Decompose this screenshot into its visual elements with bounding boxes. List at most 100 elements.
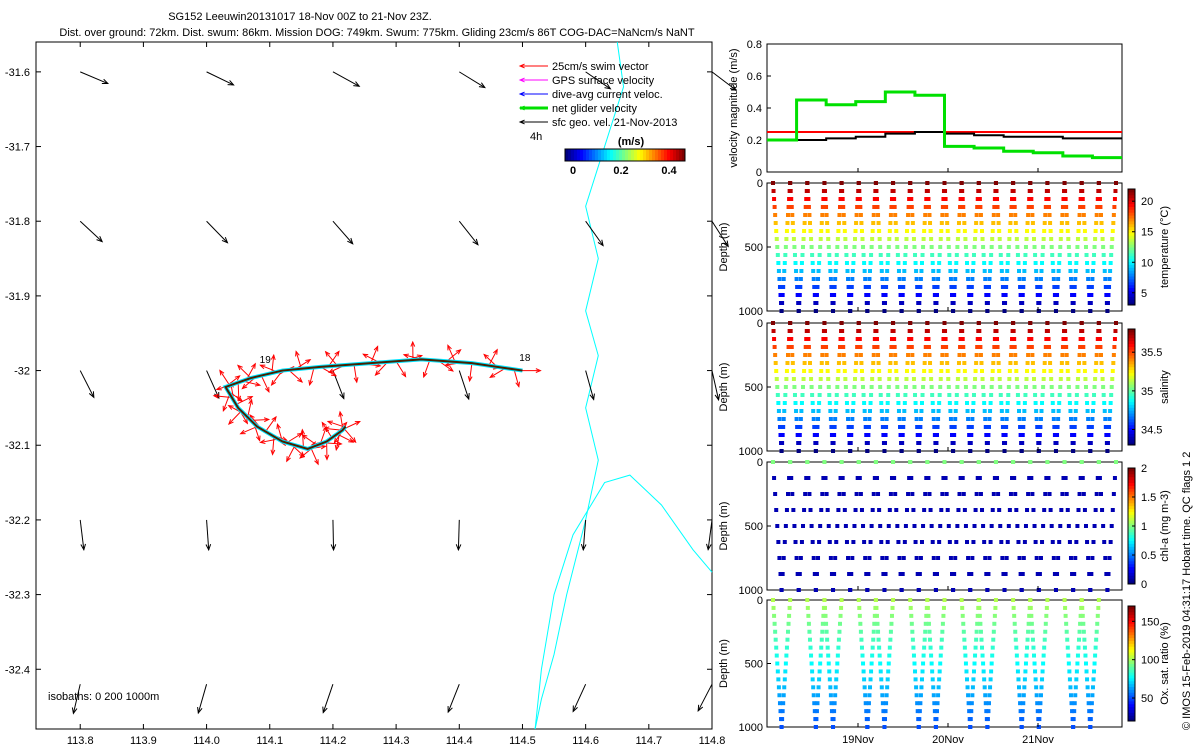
- current-vector-shaft: [711, 370, 720, 400]
- temperature-point: [961, 213, 966, 217]
- chl-point: [1053, 588, 1058, 592]
- chl-ylabel: Depth (m): [718, 502, 730, 551]
- oxygen-point: [837, 621, 842, 626]
- oxygen-point: [772, 621, 777, 626]
- chl-point: [1018, 572, 1023, 576]
- salinity-point: [1086, 425, 1091, 429]
- chl-point: [874, 476, 879, 480]
- salinity-point: [821, 337, 826, 341]
- chl-point: [954, 540, 959, 544]
- salinity-point: [1028, 329, 1033, 333]
- temperature-point: [846, 277, 851, 281]
- figure-subtitle: Dist. over ground: 72km. Dist. swum: 86k…: [59, 27, 695, 39]
- temperature-point: [955, 237, 960, 241]
- temperature-point: [884, 277, 889, 281]
- oxygen-point: [1039, 685, 1044, 690]
- temperature-point: [1004, 277, 1009, 281]
- temperature-point: [876, 221, 881, 225]
- temperature-colorbar-label: temperature (°C): [1159, 206, 1171, 288]
- salinity-point: [853, 369, 858, 373]
- current-vector: [572, 683, 587, 713]
- oxygen-point: [1089, 701, 1094, 706]
- temperature-point: [877, 229, 882, 233]
- temperature-point: [1022, 269, 1027, 273]
- chl-point: [780, 572, 785, 576]
- oxygen-point: [1076, 645, 1081, 650]
- chl-point: [775, 524, 780, 528]
- temperature-point: [990, 237, 995, 241]
- oxygen-point: [1072, 701, 1077, 706]
- salinity-point: [947, 393, 952, 397]
- oxygen-point: [836, 637, 841, 642]
- salinity-point: [840, 329, 845, 333]
- oxygen-point: [936, 693, 941, 698]
- chl-point: [792, 524, 797, 528]
- salinity-point: [877, 377, 882, 381]
- current-vector: [330, 519, 337, 552]
- salinity-point: [790, 353, 795, 357]
- salinity-point: [968, 449, 973, 453]
- chl-point: [995, 476, 1000, 480]
- glider-track: [224, 358, 523, 451]
- salinity-point: [791, 377, 796, 381]
- salinity-point: [865, 449, 870, 453]
- oxygen-point: [933, 725, 938, 729]
- current-vector-head: [339, 392, 345, 400]
- swim-vector-head: [255, 435, 261, 442]
- temperature-point: [1097, 197, 1102, 201]
- salinity-point: [829, 425, 834, 429]
- salinity-point: [946, 385, 951, 389]
- oxygen-colorbar-cell: [1128, 660, 1135, 664]
- salinity-point: [1040, 393, 1045, 397]
- chl-point: [858, 492, 863, 496]
- temperature-point: [1065, 221, 1070, 225]
- temperature-point: [994, 189, 999, 193]
- temperature-point: [907, 197, 912, 201]
- oxygen-point: [981, 669, 986, 674]
- chl-point: [1030, 492, 1035, 496]
- swim-vector-shaft: [265, 416, 277, 432]
- chl-point: [1032, 524, 1037, 528]
- temperature-point: [1098, 205, 1103, 209]
- chl-colorbar-cell: [1128, 572, 1135, 576]
- oxygen-point: [891, 598, 896, 602]
- chl-frame: [766, 461, 1123, 591]
- oxygen-point: [820, 629, 825, 634]
- salinity-point: [993, 321, 998, 325]
- oxygen-point: [1085, 685, 1090, 690]
- oxygen-colorbar-cell: [1128, 657, 1135, 662]
- salinity-point: [1049, 385, 1054, 389]
- oxygen-point: [1088, 725, 1093, 729]
- oxygen-point: [772, 613, 777, 618]
- temperature-point: [965, 261, 970, 265]
- temperature-point: [1050, 261, 1055, 265]
- chl-point: [983, 556, 988, 560]
- salinity-point: [988, 401, 993, 405]
- temperature-y-tick-label: 0: [757, 178, 763, 190]
- temperature-point: [811, 277, 816, 281]
- salinity-colorbar-cell: [1128, 410, 1135, 414]
- temperature-point: [1072, 285, 1077, 289]
- temperature-point: [1092, 245, 1097, 249]
- oxygen-point: [1072, 709, 1077, 714]
- oxygen-point: [1025, 645, 1030, 650]
- salinity-point: [1074, 401, 1079, 405]
- chl-point: [1020, 572, 1025, 576]
- temperature-point: [1026, 205, 1031, 209]
- temperature-point: [980, 237, 985, 241]
- temperature-point: [914, 269, 919, 273]
- temperature-point: [1051, 277, 1056, 281]
- legend-label: sfc geo. vel. 21-Nov-2013: [552, 117, 677, 129]
- temperature-point: [1064, 205, 1069, 209]
- oxygen-point: [777, 693, 782, 698]
- salinity-point: [984, 433, 989, 437]
- salinity-point: [783, 393, 788, 397]
- oxygen-point: [809, 653, 814, 658]
- map-colorbar-cell: [649, 149, 653, 161]
- chl-point: [849, 572, 854, 576]
- temperature-point: [973, 237, 978, 241]
- temperature-point: [1042, 229, 1047, 233]
- oxygen-point: [805, 605, 810, 610]
- oxygen-point: [1026, 621, 1031, 626]
- oxygen-point: [1022, 677, 1027, 682]
